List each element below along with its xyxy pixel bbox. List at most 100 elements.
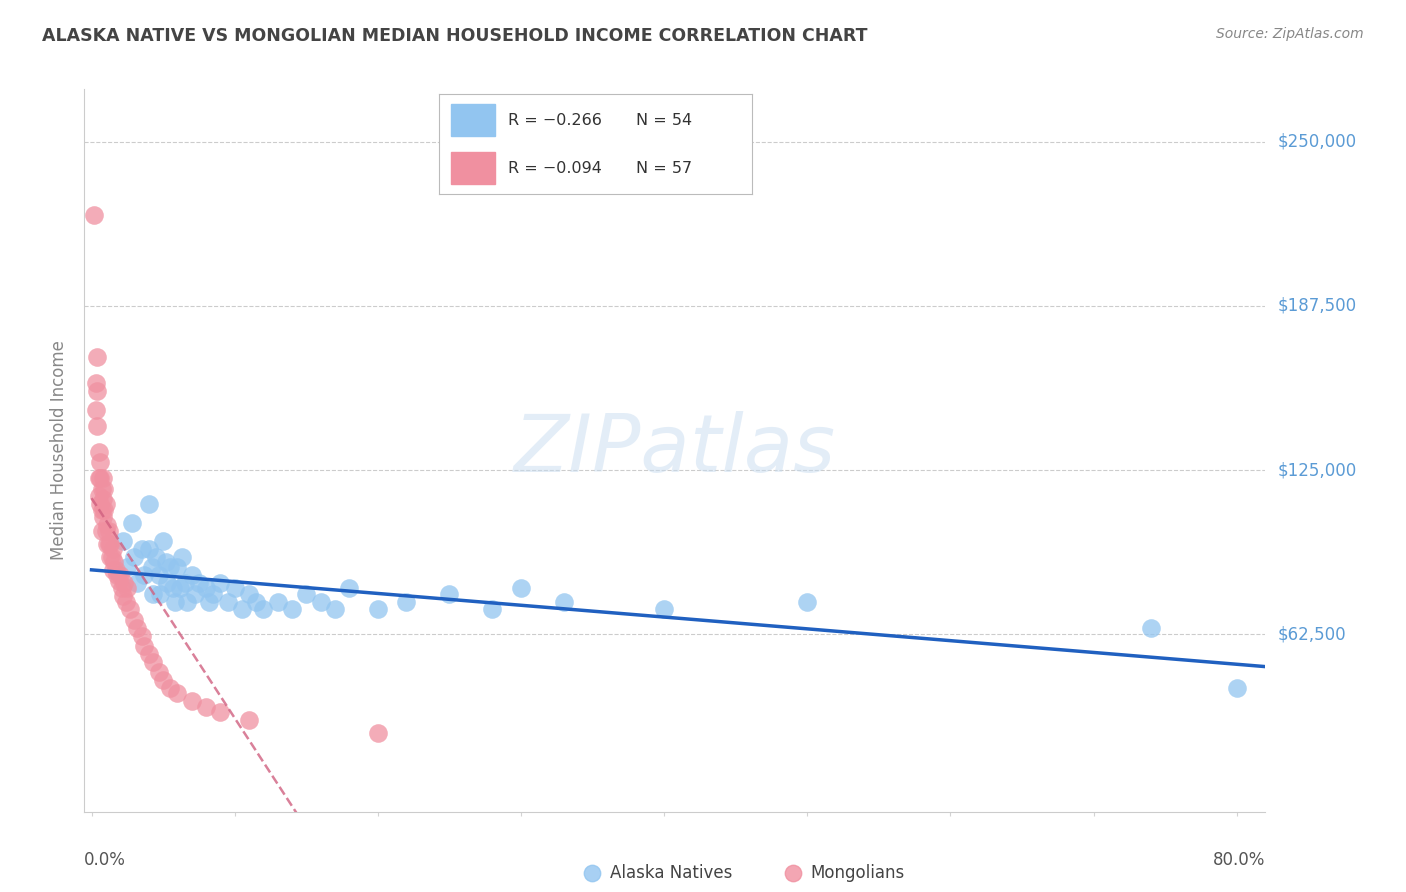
Mongolians (89, 497, 111, 511)
Mongolians (96, 537, 118, 551)
Alaska Natives (142, 587, 165, 601)
Mongolians (138, 647, 160, 661)
Alaska Natives (163, 594, 186, 608)
Mongolians (107, 574, 129, 588)
Alaska Natives (117, 560, 139, 574)
Alaska Natives (553, 594, 575, 608)
Mongolians (104, 563, 127, 577)
Alaska Natives (176, 594, 198, 608)
Text: ALASKA NATIVE VS MONGOLIAN MEDIAN HOUSEHOLD INCOME CORRELATION CHART: ALASKA NATIVE VS MONGOLIAN MEDIAN HOUSEH… (42, 27, 868, 45)
Mongolians (131, 629, 153, 643)
Alaska Natives (111, 534, 134, 549)
Alaska Natives (231, 602, 253, 616)
Mongolians (93, 482, 115, 496)
Alaska Natives (155, 555, 177, 569)
Alaska Natives (134, 568, 156, 582)
Alaska Natives (138, 497, 160, 511)
Alaska Natives (162, 582, 184, 596)
Alaska Natives (127, 576, 149, 591)
Mongolians (238, 713, 260, 727)
Mongolians (98, 549, 121, 564)
Alaska Natives (202, 587, 225, 601)
Alaska Natives (124, 549, 146, 564)
Mongolians (89, 471, 111, 485)
Alaska Natives (295, 587, 318, 601)
Text: Alaska Natives: Alaska Natives (610, 864, 733, 882)
Alaska Natives (195, 582, 218, 596)
Text: $250,000: $250,000 (1277, 133, 1357, 151)
Alaska Natives (439, 587, 461, 601)
Mongolians (105, 568, 128, 582)
Mongolians (124, 613, 146, 627)
Alaska Natives (337, 582, 360, 596)
Alaska Natives (209, 576, 232, 591)
Y-axis label: Median Household Income: Median Household Income (51, 341, 69, 560)
Mongolians (89, 455, 111, 469)
Mongolians (120, 602, 142, 616)
Mongolians (90, 502, 112, 516)
Alaska Natives (224, 582, 246, 596)
Mongolians (90, 524, 112, 538)
Alaska Natives (138, 541, 160, 556)
Alaska Natives (159, 560, 181, 574)
Alaska Natives (148, 568, 170, 582)
Alaska Natives (141, 560, 163, 574)
Mongolians (84, 402, 107, 417)
Mongolians (127, 621, 149, 635)
Mongolians (103, 555, 125, 569)
Mongolians (111, 589, 134, 603)
Alaska Natives (180, 568, 202, 582)
Mongolians (93, 502, 115, 516)
Mongolians (98, 537, 121, 551)
Text: ZIPatlas: ZIPatlas (513, 411, 837, 490)
Mongolians (108, 568, 131, 582)
Alaska Natives (170, 549, 193, 564)
Alaska Natives (152, 534, 174, 549)
Mongolians (87, 471, 110, 485)
Mongolians (101, 541, 124, 556)
Alaska Natives (173, 576, 195, 591)
Alaska Natives (252, 602, 274, 616)
Mongolians (148, 665, 170, 680)
Alaska Natives (1226, 681, 1249, 696)
Mongolians (152, 673, 174, 688)
Alaska Natives (323, 602, 346, 616)
Alaska Natives (198, 594, 221, 608)
Mongolians (209, 705, 232, 719)
Alaska Natives (145, 549, 167, 564)
Text: Mongolians: Mongolians (811, 864, 905, 882)
Mongolians (96, 518, 118, 533)
Mongolians (91, 510, 114, 524)
Mongolians (83, 208, 105, 222)
Mongolians (97, 537, 120, 551)
Mongolians (91, 491, 114, 506)
Alaska Natives (121, 516, 143, 530)
Mongolians (110, 582, 132, 596)
Mongolians (86, 384, 108, 399)
Alaska Natives (183, 587, 205, 601)
Text: $125,000: $125,000 (1277, 461, 1357, 479)
Alaska Natives (245, 594, 267, 608)
Mongolians (84, 376, 107, 391)
Mongolians (94, 524, 117, 538)
Mongolians (91, 471, 114, 485)
Alaska Natives (481, 602, 503, 616)
Mongolians (166, 686, 188, 700)
Alaska Natives (652, 602, 675, 616)
Alaska Natives (131, 541, 153, 556)
Mongolians (367, 726, 389, 740)
Mongolians (100, 549, 122, 564)
Alaska Natives (367, 602, 389, 616)
Alaska Natives (796, 594, 818, 608)
Mongolians (115, 594, 138, 608)
Text: 0.0%: 0.0% (84, 852, 127, 870)
Point (939, 791, 962, 805)
Mongolians (86, 418, 108, 433)
Alaska Natives (395, 594, 418, 608)
Mongolians (87, 444, 110, 458)
Mongolians (180, 694, 202, 708)
Mongolians (94, 497, 117, 511)
Alaska Natives (169, 582, 191, 596)
Alaska Natives (309, 594, 332, 608)
Mongolians (90, 482, 112, 496)
